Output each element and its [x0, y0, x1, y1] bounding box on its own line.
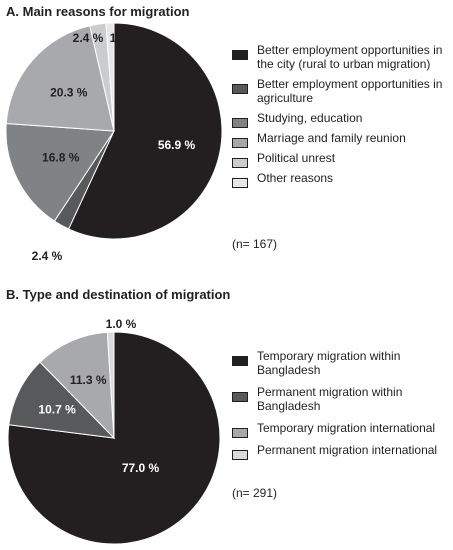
chart-a-data-label-4: 20.3 %	[50, 85, 88, 99]
chart-b-pie: 77.0 % 10.7 % 11.3 % 1.0 %	[7, 317, 221, 545]
chart-b-sample-size: (n= 291)	[232, 486, 278, 500]
chart-b-legend-label: Temporary migration international	[257, 421, 436, 435]
chart-a-legend-label: Studying, education	[257, 111, 363, 125]
chart-a-legend-item: Political unrest	[232, 151, 452, 168]
chart-a-title: A. Main reasons for migration	[6, 4, 190, 19]
chart-a-legend-label: Political unrest	[257, 151, 336, 165]
chart-a-legend-label: Other reasons	[257, 171, 334, 185]
chart-b-slice-3	[39, 331, 115, 440]
chart-b-legend-swatch	[232, 392, 248, 402]
chart-a-legend-swatch	[232, 84, 248, 94]
chart-b-data-label-3: 11.3 %	[70, 373, 107, 387]
chart-a-sample-size: (n= 167)	[232, 237, 278, 251]
chart-b-legend-label: Temporary migration within Bangladesh	[257, 349, 401, 377]
chart-b-legend-label: Permanent migration international	[257, 443, 438, 457]
chart-b-legend-item: Temporary migration international	[232, 421, 452, 438]
chart-b-legend-swatch	[232, 450, 248, 460]
chart-b-data-label-1: 77.0 %	[122, 461, 160, 475]
chart-a-data-label-2: 2.4 %	[32, 249, 63, 263]
chart-a-legend-item: Marriage and family reunion	[232, 131, 452, 148]
chart-b-title: B. Type and destination of migration	[6, 287, 231, 302]
chart-a-legend-item: Better employment opportunities in the c…	[232, 43, 452, 71]
chart-a-legend-swatch	[232, 50, 248, 60]
chart-a-legend-swatch	[232, 138, 248, 148]
chart-a-data-label-3: 16.8 %	[42, 150, 80, 164]
chart-b-data-label-2: 10.7 %	[38, 403, 76, 417]
chart-a-legend-swatch	[232, 178, 248, 188]
chart-b-legend-label: Permanent migration within Bangladesh	[257, 385, 403, 413]
chart-a-legend-label: Better employment opportunities in agric…	[257, 77, 443, 105]
chart-a-slice-3	[5, 123, 115, 222]
chart-a-data-label-5: 2.4 %	[73, 31, 104, 45]
chart-b-slice-2	[8, 361, 116, 439]
chart-b-legend-item: Permanent migration within Bangladesh	[232, 385, 452, 413]
chart-a-legend-swatch	[232, 118, 248, 128]
chart-a-legend-item: Studying, education	[232, 111, 452, 128]
chart-b-slice-4	[106, 331, 115, 439]
chart-a-data-label-6: 1.2 %	[110, 31, 141, 45]
chart-a-legend: Better employment opportunities in the c…	[232, 43, 452, 188]
chart-a-data-label-1: 56.9 %	[158, 138, 196, 152]
chart-a-pie: 56.9 % 2.4 % 16.8 % 20.3 % 2.4 % 1.2 %	[5, 22, 223, 263]
chart-a-legend-label: Marriage and family reunion	[257, 131, 406, 145]
chart-b-legend-swatch	[232, 428, 248, 438]
chart-b-legend: Temporary migration within Bangladesh Per…	[232, 349, 452, 460]
chart-a-legend-swatch	[232, 158, 248, 168]
chart-a-legend-label: Better employment opportunities in the c…	[257, 43, 443, 71]
chart-a-legend-item: Other reasons	[232, 171, 452, 188]
chart-a-slice-4	[5, 25, 115, 132]
chart-a-slice-6	[105, 22, 115, 132]
chart-b-legend-item: Permanent migration international	[232, 443, 452, 460]
chart-a-slice-1	[67, 22, 223, 240]
chart-a-legend-item: Better employment opportunities in agric…	[232, 77, 452, 105]
chart-b-legend-swatch	[232, 356, 248, 366]
chart-b-data-label-4: 1.0 %	[106, 317, 137, 331]
chart-b-legend-item: Temporary migration within Bangladesh	[232, 349, 452, 377]
